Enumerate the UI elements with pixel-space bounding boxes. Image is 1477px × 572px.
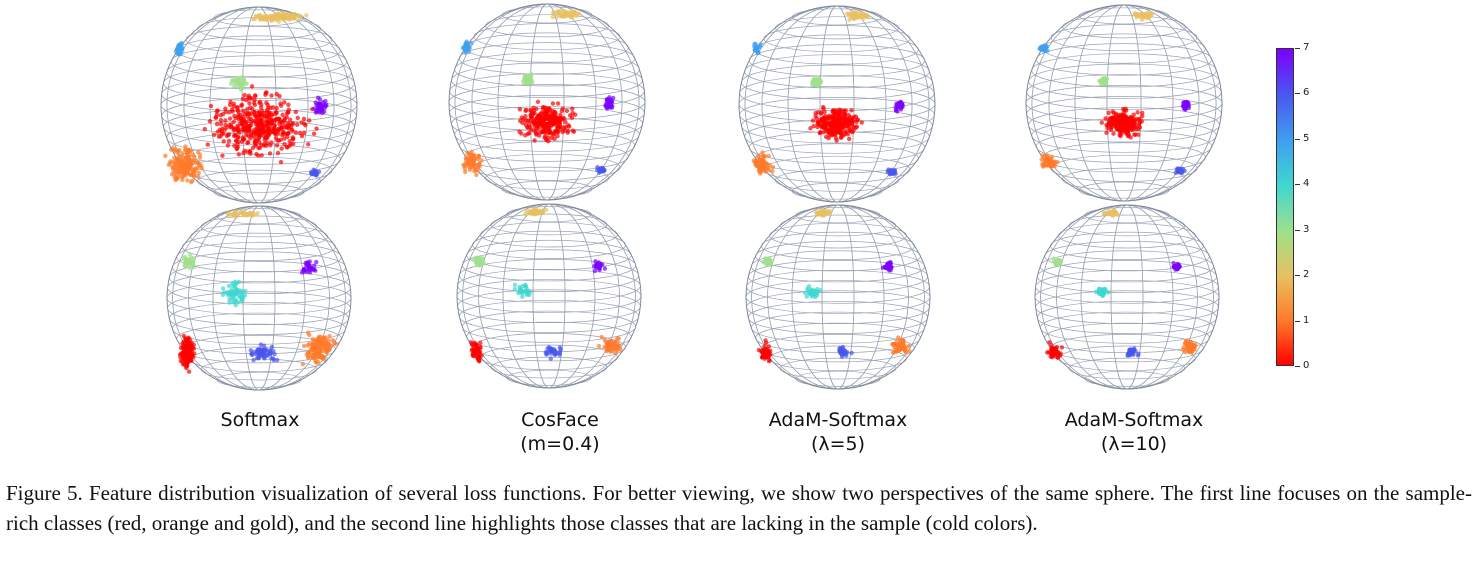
cluster-class-4 — [220, 279, 248, 308]
cluster-class-2 — [1132, 10, 1154, 22]
cluster-class-3 — [1097, 75, 1110, 87]
cluster-class-7 — [592, 259, 608, 274]
cluster-class-1 — [461, 149, 484, 178]
sphere-top-2 — [738, 5, 936, 203]
cluster-class-3 — [520, 72, 535, 86]
cluster-class-3 — [1051, 256, 1063, 268]
cluster-class-5 — [752, 41, 763, 56]
cluster-class-6 — [308, 167, 322, 178]
cluster-class-0 — [202, 84, 319, 165]
panel-label-line2: (m=0.4) — [520, 433, 600, 455]
cluster-class-1 — [1180, 338, 1198, 355]
cluster-class-1 — [596, 334, 623, 356]
cluster-class-2 — [844, 10, 870, 23]
cluster-class-0 — [517, 99, 578, 144]
cluster-class-3 — [228, 74, 249, 92]
cluster-class-2 — [1101, 208, 1121, 218]
colorbar — [1276, 48, 1294, 366]
sphere-bottom-1 — [456, 203, 642, 389]
colorbar-tick — [1295, 275, 1300, 277]
cluster-class-0 — [177, 333, 197, 374]
colorbar-tick-label: 5 — [1303, 132, 1310, 144]
cluster-class-4 — [1093, 286, 1111, 299]
cluster-class-0 — [1044, 340, 1065, 360]
sphere-bottom-0 — [166, 205, 352, 391]
cluster-class-6 — [543, 345, 563, 361]
colorbar-tick-label: 1 — [1303, 314, 1310, 326]
panel-label-line1: Softmax — [220, 409, 300, 431]
cluster-class-2 — [225, 209, 260, 220]
panel-label-adam-5: AdaM-Softmax (λ=5) — [728, 408, 948, 456]
cluster-class-3 — [471, 255, 486, 268]
cluster-class-7 — [880, 260, 894, 273]
cluster-class-4 — [803, 284, 823, 300]
cluster-class-7 — [1180, 99, 1192, 112]
cluster-class-4 — [512, 282, 533, 299]
cluster-class-3 — [181, 252, 197, 271]
cluster-class-5 — [173, 40, 185, 57]
sphere-top-1 — [448, 3, 646, 201]
panel-label-adam-10: AdaM-Softmax (λ=10) — [1024, 408, 1244, 456]
cluster-class-0 — [468, 340, 484, 364]
cluster-class-2 — [813, 208, 833, 218]
cluster-class-6 — [595, 165, 607, 175]
cluster-class-5 — [460, 39, 474, 55]
cluster-class-5 — [1037, 43, 1050, 53]
cluster-class-6 — [837, 344, 854, 360]
cluster-class-0 — [1099, 106, 1145, 140]
panel-label-line1: CosFace — [521, 409, 599, 431]
colorbar-tick-label: 2 — [1303, 269, 1310, 281]
cluster-class-0 — [808, 104, 864, 143]
cluster-class-1 — [300, 330, 338, 367]
panel-label-line2: (λ=5) — [810, 433, 866, 455]
sphere-bottom-2 — [745, 204, 931, 390]
cluster-class-7 — [1171, 260, 1182, 272]
cluster-class-2 — [251, 10, 309, 24]
panel-label-line1: AdaM-Softmax — [1064, 409, 1204, 431]
sphere-bottom-3 — [1034, 204, 1220, 390]
colorbar-tick — [1295, 48, 1300, 49]
cluster-class-7 — [893, 99, 905, 114]
cluster-class-0 — [756, 338, 773, 364]
colorbar-tick — [1295, 366, 1300, 367]
cluster-class-6 — [248, 342, 280, 363]
cluster-class-2 — [550, 8, 582, 20]
cluster-class-2 — [523, 207, 549, 217]
colorbar-tick — [1295, 93, 1300, 95]
cluster-class-3 — [761, 256, 774, 268]
colorbar-tick-label: 0 — [1303, 360, 1310, 371]
panel-label-line1: AdaM-Softmax — [768, 409, 908, 431]
colorbar-tick-label: 6 — [1303, 87, 1310, 99]
cluster-class-6 — [1173, 166, 1187, 176]
cluster-class-1 — [751, 150, 776, 176]
cluster-class-1 — [890, 335, 912, 355]
cluster-class-1 — [1039, 153, 1060, 169]
colorbar-tick — [1295, 229, 1300, 231]
colorbar-tick-label: 3 — [1303, 223, 1310, 235]
colorbar-tick — [1295, 138, 1300, 140]
cluster-class-7 — [312, 95, 329, 116]
colorbar-tick — [1295, 184, 1300, 186]
colorbar-tick-label: 7 — [1303, 42, 1310, 53]
colorbar-tick-label: 4 — [1303, 178, 1310, 190]
panel-label-line2: (λ=10) — [1100, 433, 1168, 455]
cluster-class-7 — [603, 95, 616, 111]
cluster-class-3 — [810, 75, 824, 88]
cluster-class-6 — [885, 167, 898, 177]
cluster-class-6 — [1125, 346, 1141, 358]
sphere-top-3 — [1025, 4, 1223, 202]
colorbar-tick — [1295, 320, 1300, 322]
figure-caption: Figure 5. Feature distribution visualiza… — [6, 481, 1472, 535]
cluster-class-7 — [299, 259, 319, 275]
panel-label-softmax: Softmax — [150, 408, 370, 432]
panel-label-cosface: CosFace (m=0.4) — [450, 408, 670, 456]
cluster-class-1 — [163, 144, 205, 185]
